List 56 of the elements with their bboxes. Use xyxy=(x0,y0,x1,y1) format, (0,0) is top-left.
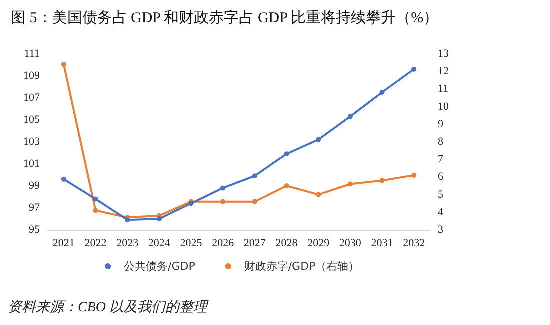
y-tick-label: 101 xyxy=(24,158,40,170)
point xyxy=(412,172,417,178)
y2-tick-label: 8 xyxy=(438,136,444,148)
y-tick-label: 99 xyxy=(29,180,40,192)
y2-tick-label: 5 xyxy=(438,188,444,201)
point xyxy=(156,216,162,222)
x-tick-label: 2028 xyxy=(276,238,298,250)
y2-tick-label: 4 xyxy=(438,206,444,218)
x-tick-label: 2025 xyxy=(180,238,203,250)
x-tick-label: 2024 xyxy=(148,238,171,250)
y2-tick-label: 6 xyxy=(438,171,444,184)
x-tick-label: 2031 xyxy=(371,238,394,250)
y-tick-label: 103 xyxy=(24,136,40,148)
y2-tick-label: 13 xyxy=(438,48,450,60)
y-tick-label: 105 xyxy=(24,114,40,126)
x-tick-label: 2029 xyxy=(308,238,330,250)
x-tick-label: 2021 xyxy=(52,238,75,250)
point xyxy=(380,178,385,184)
chart-title: 图 5：美国债务占 GDP 和财政赤字占 GDP 比重将持续攀升（%） xyxy=(11,10,439,26)
y2-tick-label: 12 xyxy=(438,66,449,78)
y-tick-label: 111 xyxy=(24,48,40,60)
point xyxy=(61,176,66,182)
y2-tick-label: 10 xyxy=(438,100,450,113)
y2-tick-label: 3 xyxy=(438,224,444,236)
point xyxy=(316,137,322,142)
y2-tick-label: 7 xyxy=(438,154,444,166)
x-tick-label: 2023 xyxy=(116,238,140,250)
point xyxy=(412,66,417,72)
legend-label: 公共债务/GDP xyxy=(124,260,196,273)
y-tick-label: 97 xyxy=(29,202,40,214)
y2-tick-label: 9 xyxy=(438,118,444,130)
x-tick-label: 2030 xyxy=(339,238,362,250)
legend-label: 财政赤字/GDP（右轴） xyxy=(244,260,360,273)
y-tick-label: 109 xyxy=(24,70,40,82)
point xyxy=(348,182,353,187)
point xyxy=(284,184,290,188)
point xyxy=(348,114,353,120)
point xyxy=(220,186,226,191)
point xyxy=(252,174,258,179)
point xyxy=(125,218,130,223)
point xyxy=(380,90,385,95)
y-tick-label: 107 xyxy=(24,92,40,104)
point xyxy=(252,199,258,204)
x-tick-label: 2026 xyxy=(212,238,235,250)
point xyxy=(316,192,322,198)
x-tick-label: 2022 xyxy=(84,238,107,250)
y-tick-label: 95 xyxy=(29,224,40,236)
x-tick-label: 2027 xyxy=(244,238,266,250)
y2-tick-label: 11 xyxy=(438,83,449,96)
x-tick-label: 2032 xyxy=(403,238,426,250)
point xyxy=(61,62,66,68)
point xyxy=(220,199,226,204)
point xyxy=(93,208,98,214)
point xyxy=(93,196,98,202)
point xyxy=(284,152,290,157)
text: 资料来源：CBO 以及我们的整理 xyxy=(8,300,210,316)
